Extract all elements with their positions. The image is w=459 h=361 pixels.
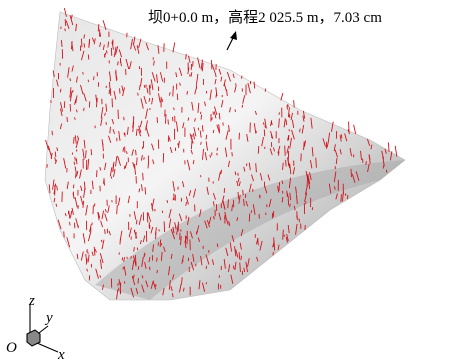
- vector: [281, 93, 283, 100]
- vector: [123, 148, 124, 152]
- page: 坝0+0.0 m，高程2 025.5 m，7.03 cm z y x O (()…: [0, 0, 459, 361]
- vector: [144, 157, 145, 160]
- vector: [242, 105, 243, 108]
- vector: [157, 258, 158, 262]
- vector: [186, 54, 187, 60]
- vector: [61, 40, 62, 47]
- vector: [354, 125, 356, 134]
- vector: [143, 173, 144, 180]
- vector: [127, 257, 128, 259]
- vector: [366, 161, 367, 165]
- vector: [286, 120, 287, 126]
- vector: [165, 114, 166, 124]
- vector: [289, 129, 290, 131]
- vector: [120, 238, 121, 244]
- vector: [289, 114, 290, 118]
- vector: [285, 146, 286, 156]
- axis-label-x: x: [57, 347, 65, 361]
- vector: [273, 252, 274, 255]
- vector: [173, 86, 174, 97]
- vector: [228, 199, 229, 208]
- vector: [167, 200, 168, 203]
- vector: [249, 214, 250, 222]
- vector: [282, 191, 283, 194]
- axis-label-z: z: [28, 293, 35, 309]
- vector: [173, 42, 175, 52]
- axis-label-y: y: [44, 310, 53, 326]
- vector: [172, 117, 173, 121]
- vector: [251, 210, 252, 213]
- vector: [297, 211, 298, 218]
- vector: [70, 222, 71, 226]
- vector: [201, 115, 202, 120]
- annotation: 坝0+0.0 m，高程2 025.5 m，7.03 cm: [148, 9, 382, 26]
- vector: [83, 72, 84, 74]
- figure: 坝0+0.0 m，高程2 025.5 m，7.03 cm z y x O: [0, 0, 459, 361]
- vector: [84, 108, 85, 111]
- vector: [243, 190, 244, 195]
- vector: [118, 283, 119, 286]
- vector: [136, 150, 137, 155]
- vector: [110, 127, 111, 134]
- vector: [108, 42, 109, 48]
- vector: [294, 100, 295, 107]
- vector: [186, 202, 187, 206]
- vector: [67, 117, 68, 122]
- vector: [304, 141, 305, 150]
- vector: [122, 257, 123, 260]
- vector: [100, 275, 101, 277]
- vector: [145, 187, 146, 194]
- vector: [283, 230, 284, 240]
- vector: [118, 61, 119, 65]
- vector: [187, 91, 188, 95]
- vector: [212, 117, 213, 120]
- annotation-arrow: [227, 31, 237, 50]
- terrain-surface: [45, 12, 405, 300]
- vector: [73, 184, 74, 188]
- vector: [137, 157, 138, 165]
- vector: [217, 148, 218, 151]
- axis-triad: [27, 305, 58, 352]
- vector: [116, 70, 117, 79]
- vector: [87, 249, 88, 252]
- vector: [341, 194, 342, 202]
- vector: [65, 19, 66, 26]
- vector: [134, 247, 135, 252]
- vector: [213, 112, 214, 115]
- vector: [214, 216, 215, 219]
- vector: [144, 85, 145, 88]
- vector: [279, 112, 280, 114]
- vector: [88, 80, 89, 82]
- vector: [94, 203, 95, 206]
- vector: [159, 229, 160, 231]
- vector: [105, 229, 106, 234]
- vector: [258, 146, 259, 154]
- vector: [278, 151, 279, 155]
- vector: [279, 182, 280, 191]
- vector: [117, 205, 118, 214]
- vector: [235, 109, 236, 112]
- vector: [201, 142, 202, 145]
- vector: [206, 266, 207, 269]
- vector: [177, 94, 178, 100]
- vector: [88, 251, 89, 254]
- vector: [260, 195, 261, 197]
- vector: [98, 24, 99, 31]
- vector: [265, 126, 266, 128]
- vector: [244, 199, 245, 206]
- vector: [286, 160, 287, 167]
- vector: [232, 152, 233, 156]
- axis-label-origin: O: [6, 340, 17, 356]
- vector: [75, 117, 76, 120]
- vector: [174, 108, 175, 111]
- vector: [55, 152, 56, 158]
